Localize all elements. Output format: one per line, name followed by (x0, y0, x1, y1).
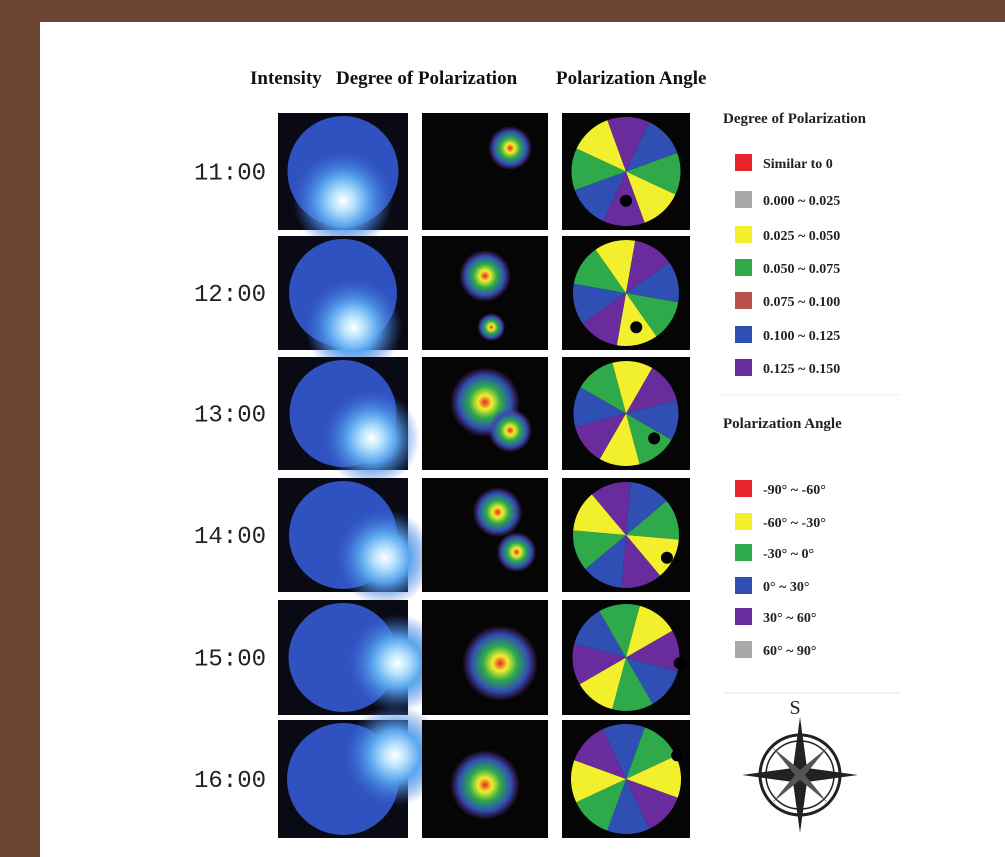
sun-mask (671, 749, 683, 761)
legend-swatch (735, 577, 752, 594)
legend-swatch (735, 326, 752, 343)
dop-blob (488, 408, 532, 452)
angle-disc (571, 724, 681, 834)
compass-label: S (789, 697, 800, 719)
time-label: 13:00 (194, 403, 266, 430)
sun-glow (323, 390, 419, 486)
dop-blob (450, 750, 520, 820)
dop-blob (459, 250, 511, 302)
legend-title: Polarization Angle (723, 416, 842, 432)
column-header: Intensity (250, 68, 322, 89)
angle-disc (573, 604, 680, 711)
time-label: 16:00 (194, 768, 266, 795)
legend-swatch (735, 544, 752, 561)
legend-label: 0° ~ 30° (763, 580, 809, 595)
legend-label: 30° ~ 60° (763, 611, 816, 626)
legend-swatch (735, 641, 752, 658)
legend-label: 0.050 ~ 0.075 (763, 262, 840, 277)
sun-mask (630, 321, 642, 333)
legend-swatch (735, 513, 752, 530)
dop-tile (422, 113, 548, 230)
legend-label: 0.025 ~ 0.050 (763, 229, 840, 244)
sun-mask (620, 195, 632, 207)
time-label: 12:00 (194, 282, 266, 309)
angle-disc (574, 361, 679, 466)
legend-swatch (735, 608, 752, 625)
legend-label: 0.100 ~ 0.125 (763, 329, 840, 344)
page: Intensity Degree of Polarization Polarizat… (0, 0, 1005, 857)
time-label: 11:00 (194, 161, 266, 188)
column-header: Degree of Polarization (336, 68, 518, 89)
legend-swatch (735, 191, 752, 208)
legend-swatch (735, 359, 752, 376)
legend-label: 0.125 ~ 0.150 (763, 362, 840, 377)
sun-mask (648, 432, 660, 444)
sun-glow (336, 509, 433, 606)
legend-swatch (735, 259, 752, 276)
dop-blob (462, 625, 538, 701)
legend-title: Degree of Polarization (723, 111, 867, 127)
legend-label: 60° ~ 90° (763, 644, 816, 659)
legend-label: 0.075 ~ 0.100 (763, 295, 840, 310)
angle-disc (572, 117, 681, 226)
dop-blob (497, 532, 537, 572)
legend-swatch (735, 480, 752, 497)
figure: Intensity Degree of Polarization Polarizat… (0, 0, 1005, 857)
legend-label: -60° ~ -30° (763, 516, 826, 531)
dop-blob (477, 313, 505, 341)
sun-mask (661, 552, 673, 564)
legend-label: -30° ~ 0° (763, 547, 814, 562)
legend-swatch (735, 292, 752, 309)
dop-blob (473, 487, 523, 537)
sun-mask (674, 657, 686, 669)
time-label: 15:00 (194, 647, 266, 674)
legend-label: 0.000 ~ 0.025 (763, 194, 840, 209)
angle-disc (573, 482, 679, 588)
legend-swatch (735, 154, 752, 171)
time-label: 14:00 (194, 524, 266, 551)
dop-blob (488, 126, 532, 170)
legend-label: Similar to 0 (763, 157, 833, 172)
angle-disc (573, 240, 679, 346)
legend-label: -90° ~ -60° (763, 483, 826, 498)
legend-swatch (735, 226, 752, 243)
sun-glow (293, 151, 393, 251)
column-header: Polarization Angle (556, 68, 706, 89)
